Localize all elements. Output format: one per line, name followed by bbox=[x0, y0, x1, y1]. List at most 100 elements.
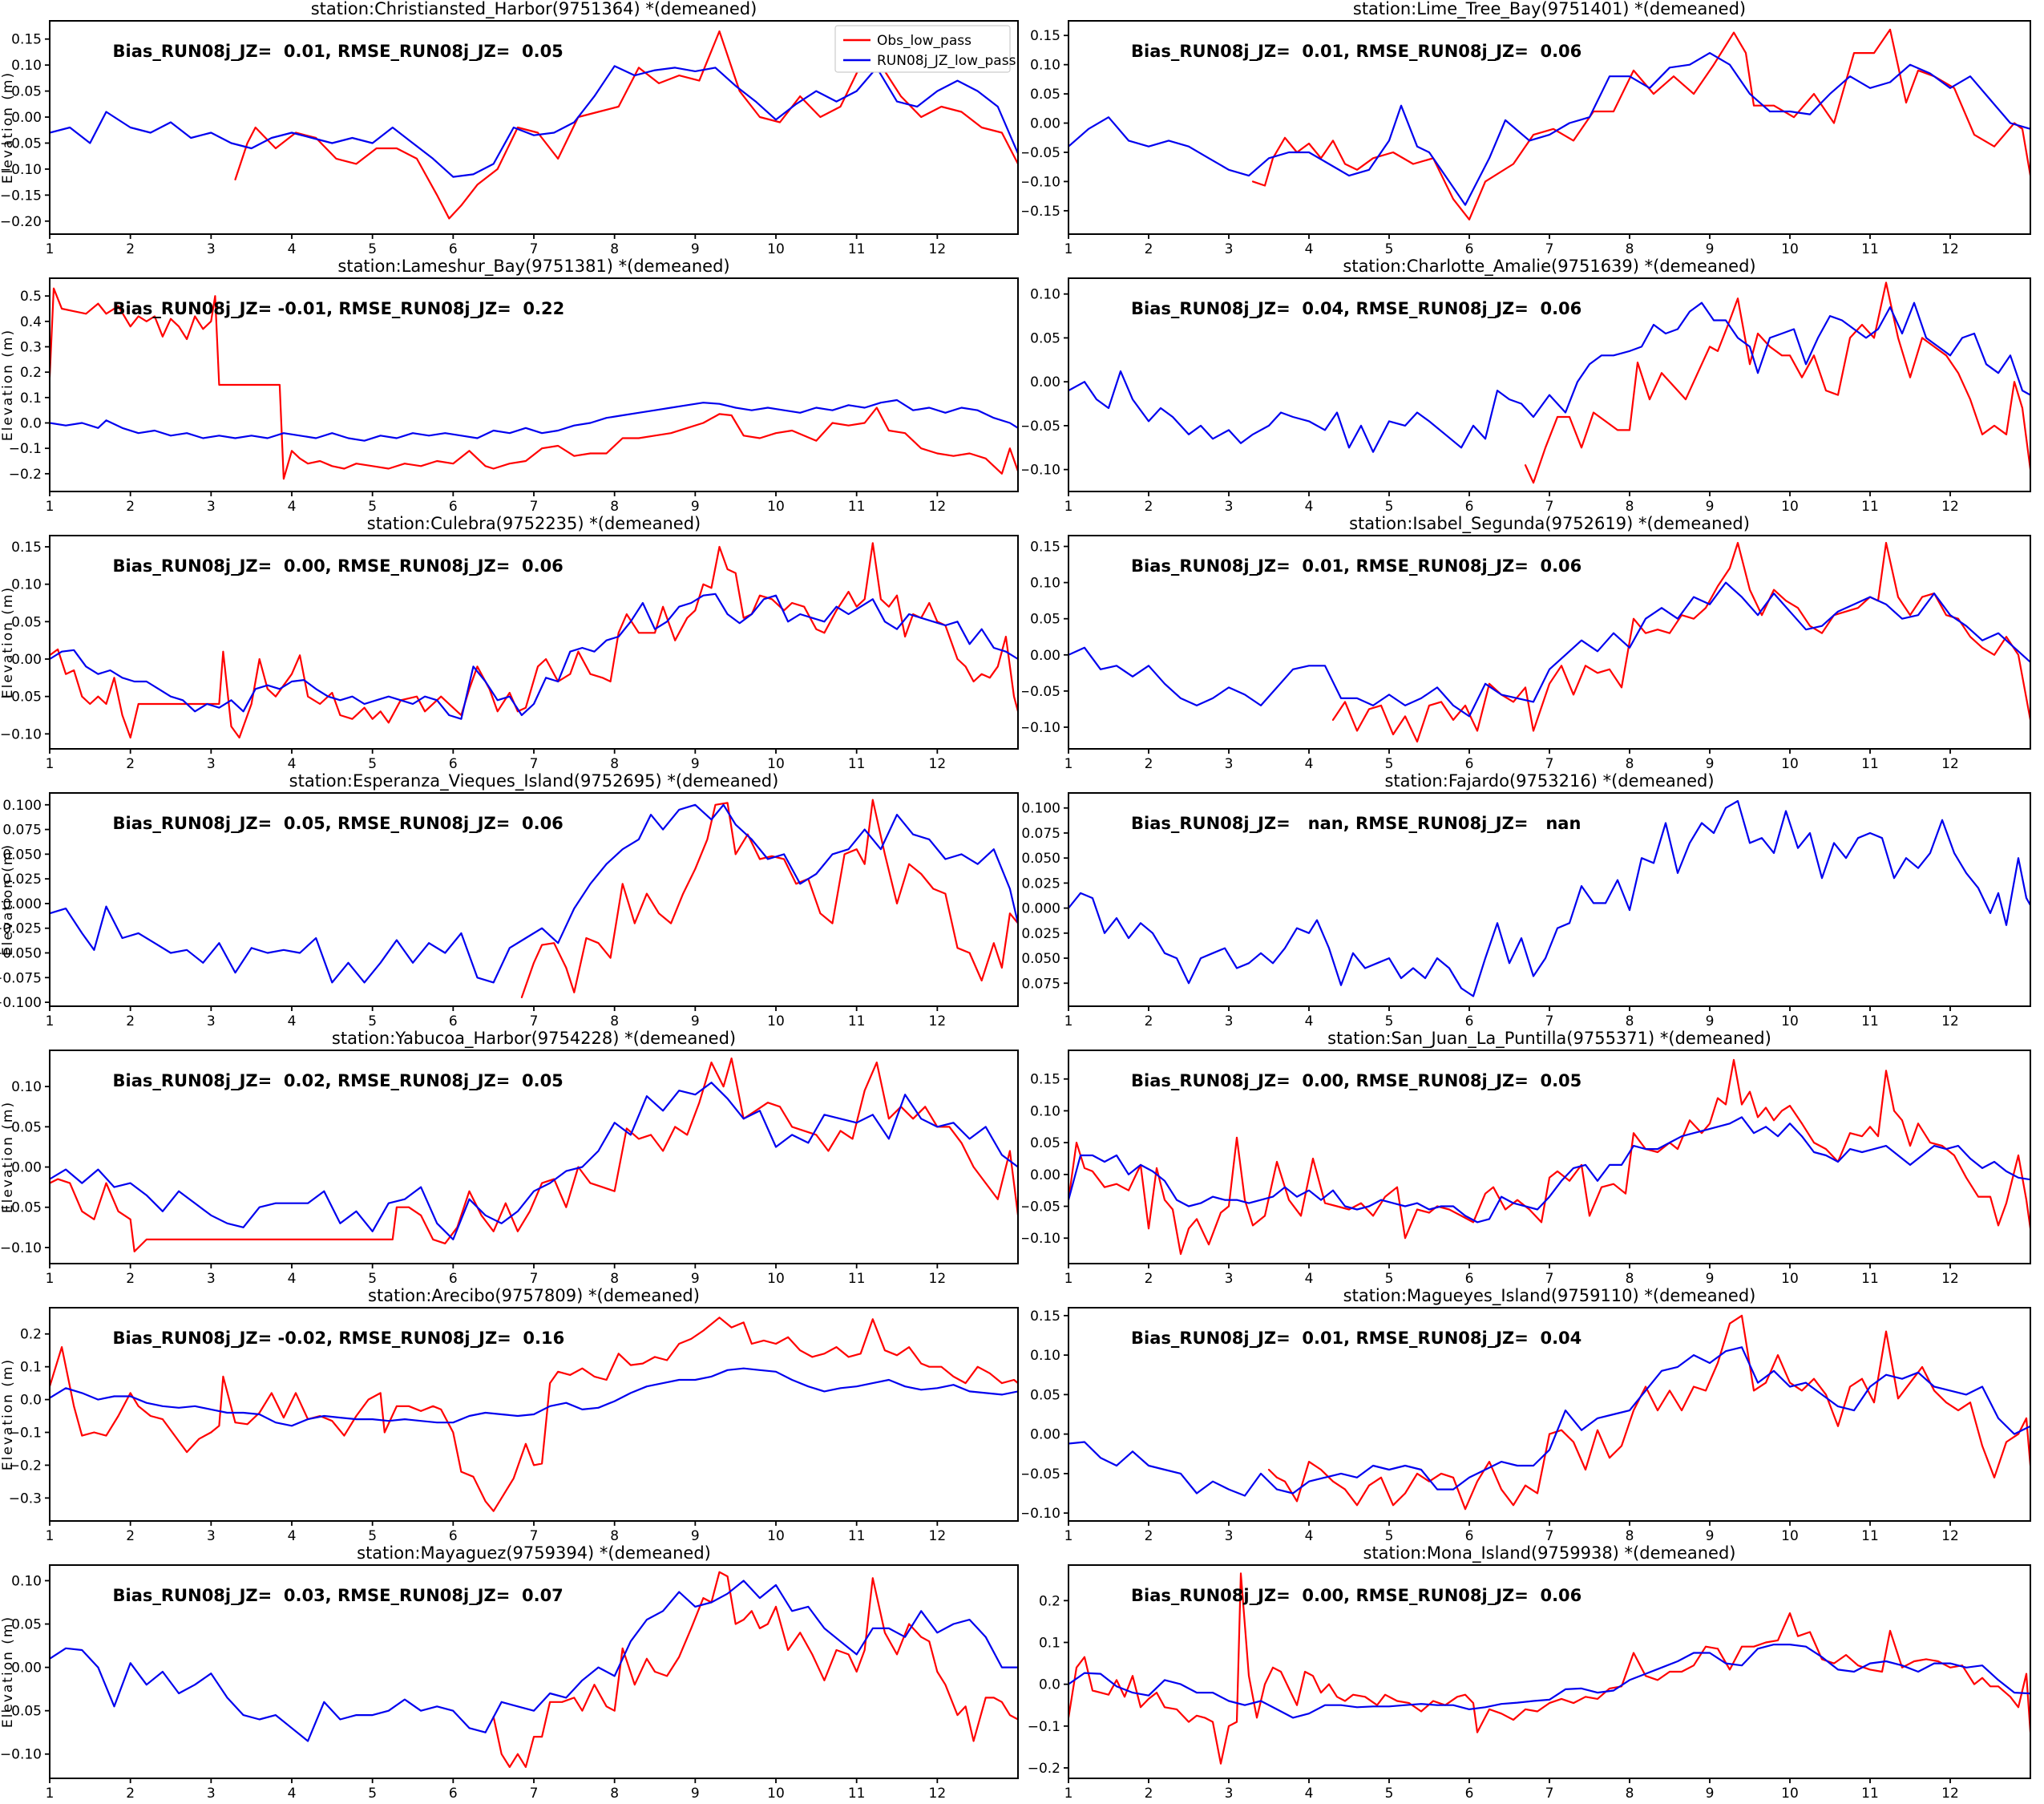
y-tick-label: −0.15 bbox=[1022, 204, 1060, 220]
x-tick-label: 9 bbox=[1706, 1013, 1715, 1029]
x-tick-label: 4 bbox=[1305, 499, 1314, 515]
x-tick-label: 11 bbox=[848, 1528, 866, 1544]
y-tick-label: −0.05 bbox=[0, 690, 42, 706]
y-tick-label: 0.10 bbox=[1030, 576, 1060, 592]
obs-line bbox=[50, 1317, 1018, 1512]
y-axis-label: Elevation (m) bbox=[0, 71, 16, 184]
x-tick-label: 8 bbox=[1626, 1786, 1634, 1802]
x-tick-label: 3 bbox=[1225, 756, 1234, 772]
x-tick-label: 4 bbox=[288, 1013, 297, 1029]
model-line bbox=[1068, 301, 2030, 453]
model-line bbox=[50, 1082, 1018, 1240]
y-tick-label: −0.10 bbox=[0, 1240, 42, 1256]
y-tick-label: −0.05 bbox=[1022, 684, 1060, 700]
y-tick-label: −0.10 bbox=[1022, 174, 1060, 190]
x-tick-label: 10 bbox=[1781, 1528, 1799, 1544]
x-tick-label: 8 bbox=[1626, 1528, 1634, 1544]
bias-rmse-annotation: Bias_RUN08j_JZ= 0.00, RMSE_RUN08j_JZ= 0.… bbox=[1131, 1586, 1581, 1605]
x-tick-label: 8 bbox=[1626, 1013, 1634, 1029]
bias-rmse-annotation: Bias_RUN08j_JZ= 0.00, RMSE_RUN08j_JZ= 0.… bbox=[113, 556, 564, 576]
y-tick-label: −0.025 bbox=[1022, 926, 1060, 942]
obs-line bbox=[50, 287, 1018, 480]
legend-label: RUN08j_JZ_low_pass bbox=[877, 53, 1016, 69]
x-tick-label: 1 bbox=[46, 1271, 55, 1287]
x-tick-label: 1 bbox=[46, 1528, 55, 1544]
x-tick-label: 9 bbox=[1706, 241, 1715, 257]
y-tick-label: 0.00 bbox=[1030, 1167, 1060, 1183]
subplot-isabel-segunda: station:Isabel_Segunda(9752619) *(demean… bbox=[1022, 515, 2044, 772]
obs-line bbox=[492, 1571, 1018, 1768]
y-tick-label: −0.10 bbox=[1022, 720, 1060, 736]
plot-title: station:Mayaguez(9759394) *(demeaned) bbox=[357, 1544, 711, 1563]
x-tick-label: 2 bbox=[1145, 1786, 1153, 1802]
x-tick-label: 8 bbox=[610, 241, 619, 257]
x-tick-label: 1 bbox=[46, 1013, 55, 1029]
obs-line bbox=[1251, 28, 2030, 220]
x-tick-label: 6 bbox=[449, 1786, 458, 1802]
x-tick-label: 12 bbox=[1941, 1271, 1959, 1287]
x-tick-label: 2 bbox=[126, 1786, 135, 1802]
y-tick-label: 0.050 bbox=[1022, 851, 1060, 867]
x-tick-label: 6 bbox=[1465, 1013, 1474, 1029]
x-tick-label: 4 bbox=[1305, 1013, 1314, 1029]
x-tick-label: 6 bbox=[1465, 241, 1474, 257]
y-tick-label: 0.15 bbox=[1030, 1072, 1060, 1088]
obs-line bbox=[50, 542, 1018, 739]
x-tick-label: 7 bbox=[1545, 756, 1554, 772]
x-tick-label: 5 bbox=[368, 499, 377, 515]
bias-rmse-annotation: Bias_RUN08j_JZ= -0.01, RMSE_RUN08j_JZ= 0… bbox=[113, 299, 565, 318]
x-tick-label: 2 bbox=[126, 1528, 135, 1544]
y-tick-label: −0.05 bbox=[0, 1704, 42, 1720]
x-tick-label: 5 bbox=[1385, 241, 1394, 257]
obs-line bbox=[1524, 281, 2030, 484]
x-tick-label: 4 bbox=[288, 1528, 297, 1544]
chart-charlotte-amalie: station:Charlotte_Amalie(9751639) *(deme… bbox=[1022, 257, 2031, 515]
x-tick-label: 8 bbox=[610, 1013, 619, 1029]
x-tick-label: 1 bbox=[46, 1786, 55, 1802]
y-tick-label: 0.025 bbox=[2, 872, 42, 888]
bias-rmse-annotation: Bias_RUN08j_JZ= 0.05, RMSE_RUN08j_JZ= 0.… bbox=[113, 814, 564, 833]
bias-rmse-annotation: Bias_RUN08j_JZ= 0.03, RMSE_RUN08j_JZ= 0.… bbox=[113, 1586, 564, 1605]
y-tick-label: 0.4 bbox=[20, 314, 42, 330]
x-tick-label: 9 bbox=[691, 756, 700, 772]
plot-title: station:Fajardo(9753216) *(demeaned) bbox=[1384, 772, 1714, 791]
subplot-fajardo: station:Fajardo(9753216) *(demeaned) 0.10… bbox=[1022, 772, 2044, 1029]
x-tick-label: 3 bbox=[207, 1271, 216, 1287]
y-tick-label: 0.2 bbox=[20, 365, 42, 381]
x-tick-label: 7 bbox=[530, 1528, 539, 1544]
plot-title: station:Charlotte_Amalie(9751639) *(deme… bbox=[1343, 257, 1755, 277]
x-tick-label: 6 bbox=[1465, 756, 1474, 772]
x-tick-label: 3 bbox=[207, 1013, 216, 1029]
x-tick-label: 6 bbox=[449, 1528, 458, 1544]
y-tick-label: 0.050 bbox=[2, 847, 42, 863]
model-line bbox=[1068, 1116, 2030, 1224]
x-tick-label: 5 bbox=[1385, 756, 1394, 772]
y-tick-label: 0.05 bbox=[1030, 330, 1060, 346]
y-axis-label: Elevation (m) bbox=[0, 586, 16, 698]
y-tick-label: −0.20 bbox=[0, 214, 42, 230]
x-tick-label: 6 bbox=[1465, 1528, 1474, 1544]
y-tick-label: −0.05 bbox=[0, 136, 42, 152]
x-tick-label: 9 bbox=[1706, 756, 1715, 772]
subplot-lameshur-bay: station:Lameshur_Bay(9751381) *(demeaned… bbox=[0, 257, 1022, 515]
x-tick-label: 1 bbox=[46, 241, 55, 257]
x-tick-label: 6 bbox=[449, 756, 458, 772]
y-tick-label: 0.05 bbox=[1030, 612, 1060, 628]
x-tick-label: 2 bbox=[1145, 1013, 1153, 1029]
x-tick-label: 10 bbox=[767, 1528, 785, 1544]
x-tick-label: 4 bbox=[1305, 1528, 1314, 1544]
y-tick-label: 0.10 bbox=[1030, 1103, 1060, 1119]
model-line bbox=[1068, 1644, 2030, 1719]
chart-magueyes-island: station:Magueyes_Island(9759110) *(demea… bbox=[1022, 1287, 2031, 1544]
y-tick-label: 0.025 bbox=[1022, 876, 1060, 892]
x-tick-label: 5 bbox=[368, 241, 377, 257]
y-tick-label: 0.15 bbox=[11, 540, 42, 556]
x-tick-label: 11 bbox=[1861, 1786, 1879, 1802]
model-line bbox=[1068, 799, 2030, 997]
model-line bbox=[50, 65, 1018, 178]
bias-rmse-annotation: Bias_RUN08j_JZ= nan, RMSE_RUN08j_JZ= nan bbox=[1131, 814, 1581, 833]
x-tick-label: 8 bbox=[610, 1271, 619, 1287]
x-tick-label: 5 bbox=[1385, 1013, 1394, 1029]
plot-title: station:Arecibo(9757809) *(demeaned) bbox=[368, 1287, 700, 1305]
x-tick-label: 10 bbox=[1781, 1013, 1799, 1029]
